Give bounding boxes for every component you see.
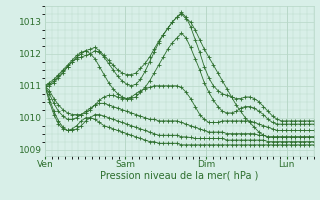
X-axis label: Pression niveau de la mer( hPa ): Pression niveau de la mer( hPa ) <box>100 171 258 181</box>
